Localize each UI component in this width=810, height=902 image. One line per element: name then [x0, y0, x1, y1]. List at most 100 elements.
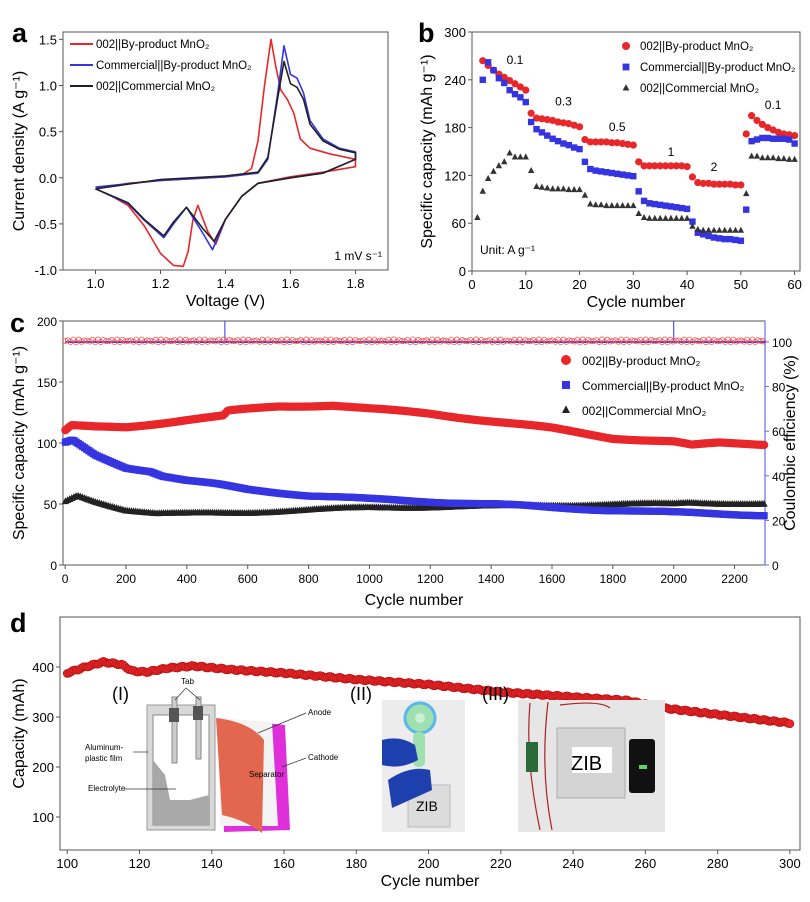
x-tick-label: 1200	[417, 572, 444, 586]
data-point-series-2	[554, 185, 562, 192]
ce-point-red	[292, 338, 299, 345]
rate-label: 2	[711, 160, 718, 174]
data-point-series-2	[570, 186, 578, 193]
ce-point-red	[100, 337, 107, 344]
data-point-series-2	[759, 154, 766, 161]
ce-point-red	[733, 338, 740, 345]
data-point-series-0	[721, 180, 729, 188]
data-point-series-1	[576, 145, 583, 153]
data-point-series-2	[474, 213, 481, 221]
data-point-series-2	[597, 201, 605, 208]
y-tick-label: 300	[444, 25, 466, 40]
data-point-series-0	[479, 57, 487, 65]
x-tick-label: 2000	[660, 572, 687, 586]
data-point-series-2	[710, 226, 718, 233]
data-point-series-1	[721, 235, 728, 243]
inset-title-ii: (II)	[350, 684, 372, 704]
ce-point-red	[270, 337, 277, 344]
data-point-series-1	[646, 200, 653, 207]
data-point-series-1	[544, 132, 551, 139]
ce-point-red	[377, 337, 384, 344]
y-tick-label: 300	[32, 710, 54, 725]
data-point-series-0	[737, 181, 745, 189]
data-point-series-0	[704, 179, 713, 187]
data-point-series-1	[511, 90, 519, 98]
data-point-series-2	[538, 183, 546, 190]
y-axis-label: Specific capacity (mAh g⁻¹)	[419, 54, 436, 248]
data-point-series-0	[661, 162, 670, 170]
tab-left	[171, 696, 178, 764]
x-tick-label: 1800	[600, 572, 627, 586]
ce-point-red	[163, 337, 170, 344]
ce-point-red	[289, 336, 296, 343]
data-point-series-1	[527, 118, 535, 126]
y-tick-label: 400	[32, 660, 54, 675]
ce-point-red	[357, 337, 364, 344]
ce-point-red	[442, 337, 449, 344]
x-tick-label: 180	[345, 856, 367, 871]
y2-axis-label: Coulombic efficiency (%)	[782, 355, 799, 531]
x-axis-label: Cycle number	[587, 294, 686, 311]
data-point-series-0	[731, 181, 740, 189]
capacity-point	[785, 719, 795, 728]
data-point-series-0	[592, 138, 600, 146]
label-electrolyte: Electrolyte	[88, 784, 126, 793]
legend-label: 002||Commercial MnO₂	[582, 404, 707, 418]
data-point-series-0	[602, 138, 611, 146]
ce-point-red	[122, 338, 129, 345]
data-point-series-0	[645, 162, 654, 170]
x-tick-label: 1400	[478, 572, 505, 586]
ce-point-red	[483, 337, 490, 344]
panel-d-insets: (I) Tab Anode Cathode Separator Aluminum-plas…	[85, 677, 665, 833]
panel-letter: d	[10, 608, 27, 638]
label-separator: Separator	[249, 770, 284, 779]
data-point-series-1	[737, 237, 745, 244]
legend-label: 002||Commercial MnO₂	[96, 81, 215, 93]
panel-d-pouch-cell-chart: 100 120 140 160 180 200 220 240 260 280 300 100 200 3…	[11, 616, 801, 890]
x-tick-label: 20	[572, 277, 586, 292]
data-point-series-2	[533, 182, 540, 189]
data-point-series-2	[630, 201, 637, 209]
data-point-series-1	[549, 135, 556, 142]
data-point-series-1	[673, 204, 680, 211]
legend-label: 002||By-product MnO₂	[640, 41, 753, 53]
ce-point-red	[314, 337, 321, 344]
x-tick-label: 600	[238, 572, 258, 586]
x-tick-label: 200	[418, 856, 440, 871]
data-point-series-2	[549, 185, 556, 192]
data-point-series-0	[726, 180, 734, 188]
y2-tick-label: 0	[772, 559, 779, 573]
data-point-series-2	[624, 201, 632, 209]
rate-label: 0.1	[507, 53, 524, 67]
ce-point-red	[609, 337, 616, 344]
ce-point-red	[757, 337, 764, 344]
x-tick-label: 0	[62, 572, 69, 586]
x-tick-label: 140	[201, 856, 223, 871]
ce-point-red	[670, 338, 677, 345]
data-point-series-2	[683, 214, 691, 221]
y2-tick-label: 80	[772, 381, 786, 395]
y-tick-label: 180	[444, 121, 466, 136]
legend-label: Commercial||By-product MnO₂	[96, 60, 252, 72]
data-point-series-2	[527, 166, 535, 174]
data-point-series-2	[775, 154, 782, 162]
ce-point-red	[437, 338, 444, 345]
data-point-series-2	[517, 153, 524, 160]
y-tick-label: 0.5	[39, 125, 57, 140]
data-point-series-2	[587, 200, 594, 207]
data-point-series-1	[587, 165, 594, 173]
panel-c-cycling-chart: 0 200 400 600 800 1000 1200 1400 1600 1800 2000 220…	[11, 315, 799, 609]
capacity-point-series-1	[760, 512, 768, 520]
y-tick-label: 1.0	[39, 79, 57, 94]
data-point-series-0	[581, 135, 589, 144]
data-point-series-2	[732, 226, 739, 233]
data-point-series-2	[689, 222, 696, 229]
data-point-series-2	[716, 226, 723, 233]
x-tick-label: 60	[787, 277, 801, 292]
data-point-series-1	[613, 170, 621, 178]
x-tick-label: 220	[490, 856, 512, 871]
data-point-series-2	[748, 152, 755, 159]
data-point-series-0	[635, 158, 643, 166]
panel-letter: b	[418, 18, 435, 48]
